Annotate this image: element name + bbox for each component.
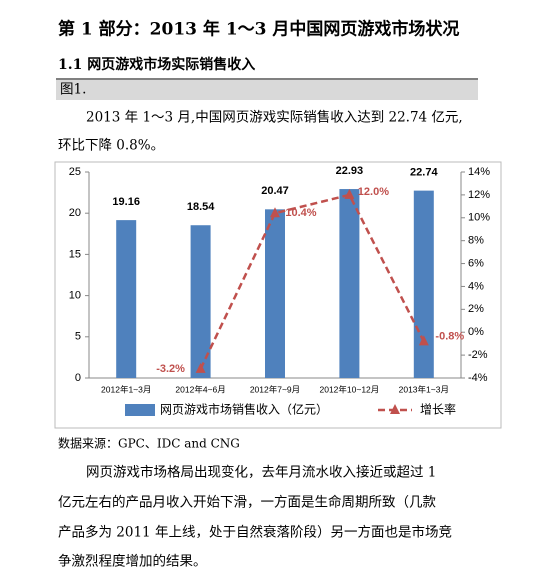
y-tick-label: 15 xyxy=(69,248,81,260)
intro-line: 环比下降 0.8%。 xyxy=(58,138,164,154)
subtitle: 1.1 网页游戏市场实际销售收入 xyxy=(58,56,255,73)
source: 数据来源：GPC、IDC and CNG xyxy=(58,436,240,451)
x-tick-label: 2012年4~6月 xyxy=(175,384,225,394)
y-tick-label: 10 xyxy=(69,290,81,302)
y2-tick-label: 4% xyxy=(468,280,484,292)
growth-marker xyxy=(344,188,355,199)
bar-label: 22.93 xyxy=(336,165,364,177)
y-tick-label: 25 xyxy=(69,166,81,178)
y2-tick-label: 0% xyxy=(468,326,484,338)
y2-tick-label: 14% xyxy=(468,166,490,178)
growth-line xyxy=(199,193,425,370)
y2-tick-label: -2% xyxy=(468,349,488,361)
y2-tick-label: 10% xyxy=(468,212,490,224)
body-line: 亿元左右的产品月收入开始下滑，一方面是生命周期所致（几款 xyxy=(58,494,436,511)
growth-label: 12.0% xyxy=(358,186,389,198)
bar xyxy=(413,190,434,378)
body-line: 争激烈程度增加的结果。 xyxy=(58,554,207,570)
bar xyxy=(265,209,285,378)
chart: 0 5 10 15 20 25 -4% -2% 0% 2% 4% 6% 8% 10% 12% 14% 2012年… xyxy=(69,165,490,417)
bar-label: 22.74 xyxy=(410,167,438,179)
bar-label: 18.54 xyxy=(187,201,215,213)
growth-label: 10.4% xyxy=(285,207,316,219)
bar xyxy=(116,220,137,378)
x-tick-label: 2012年10~12月 xyxy=(320,384,380,394)
y2-tick-label: 12% xyxy=(468,189,490,201)
y2-tick-label: -4% xyxy=(468,372,488,384)
bar xyxy=(190,225,211,378)
intro-line: 2013 年 1～3 月,中国网页游戏实际销售收入达到 22.74 亿元, xyxy=(86,110,463,126)
y2-tick-label: 8% xyxy=(468,235,484,247)
bar-label: 20.47 xyxy=(261,185,289,197)
title: 第 1 部分：2013 年 1～3 月中国网页游戏市场状况 xyxy=(58,19,459,40)
x-tick-label: 2012年1~3月 xyxy=(101,384,151,394)
growth-marker xyxy=(270,207,280,218)
legend-swatch xyxy=(125,404,155,416)
legend-marker xyxy=(390,404,400,414)
figure-label: 图1. xyxy=(60,82,86,98)
y-tick-label: 5 xyxy=(75,331,81,343)
bar xyxy=(339,189,360,378)
growth-label: -0.8% xyxy=(435,330,464,342)
y-tick-label: 0 xyxy=(75,372,81,384)
y-tick-label: 20 xyxy=(69,207,81,219)
legend-label: 增长率 xyxy=(420,402,456,417)
legend-label: 网页游戏市场销售收入（亿元） xyxy=(160,402,328,417)
body-line: 产品多为 2011 年上线，处于自然衰落阶段）另一方面也是市场竞 xyxy=(58,524,452,541)
y2-tick-label: 6% xyxy=(468,257,484,269)
bar-label: 19.16 xyxy=(112,196,140,208)
growth-marker xyxy=(418,335,429,346)
growth-marker xyxy=(195,362,206,373)
body-line: 网页游戏市场格局出现变化，去年月流水收入接近或超过 1 xyxy=(86,464,436,481)
x-tick-label: 2013年1~3月 xyxy=(399,384,449,394)
x-tick-label: 2012年7~9月 xyxy=(250,384,300,394)
y2-tick-label: 2% xyxy=(468,303,484,315)
figure-bar xyxy=(56,80,478,100)
growth-label: -3.2% xyxy=(156,363,185,375)
